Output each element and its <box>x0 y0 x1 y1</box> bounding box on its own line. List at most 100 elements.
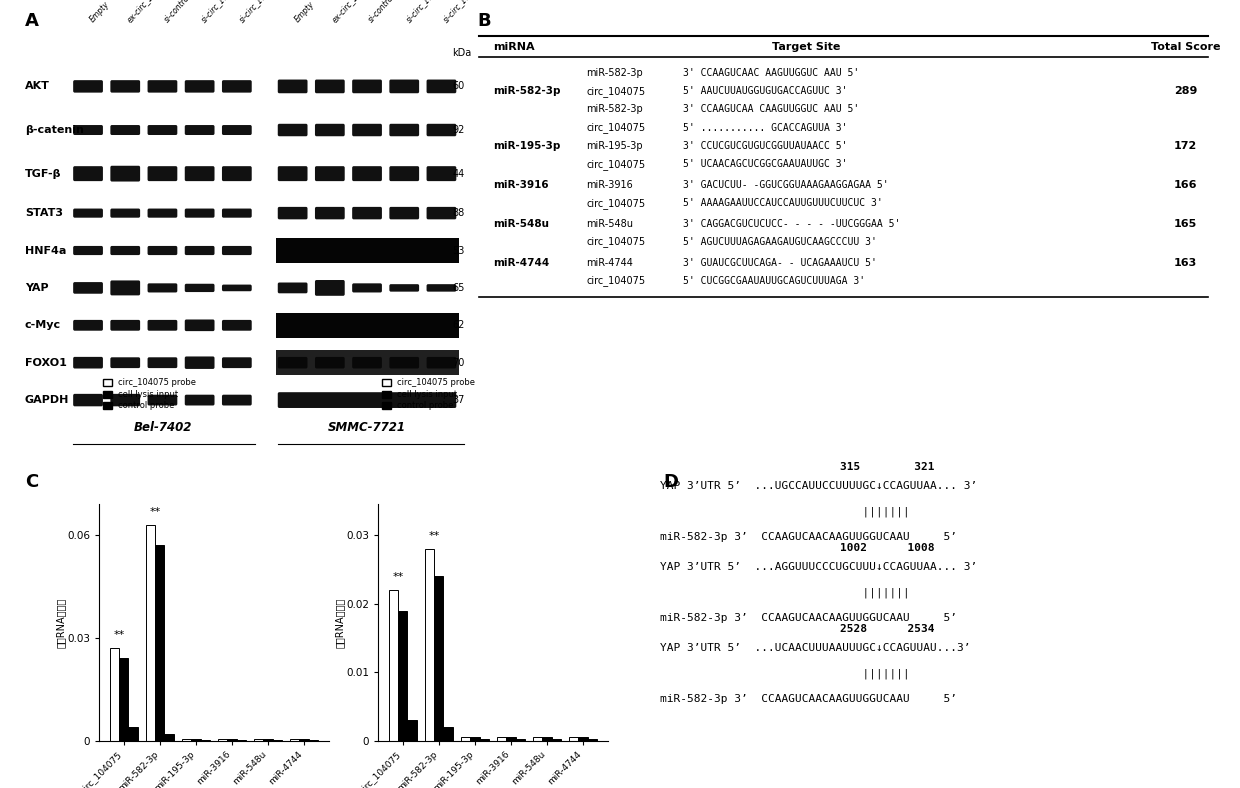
Text: miR-548u: miR-548u <box>494 219 549 229</box>
Text: 172: 172 <box>1174 141 1197 151</box>
FancyBboxPatch shape <box>148 209 177 217</box>
FancyBboxPatch shape <box>148 246 177 255</box>
FancyBboxPatch shape <box>185 209 215 217</box>
FancyBboxPatch shape <box>222 246 252 255</box>
Text: Total Score: Total Score <box>1151 42 1220 51</box>
Text: 163: 163 <box>1174 258 1197 268</box>
Text: miR-3916: miR-3916 <box>494 180 549 190</box>
FancyBboxPatch shape <box>222 395 252 406</box>
Text: si-circ_104075-2: si-circ_104075-2 <box>441 0 491 24</box>
Text: 5' UCAACAGCUCGGCGAAUAUUGC 3': 5' UCAACAGCUCGGCGAAUAUUGC 3' <box>683 159 848 169</box>
FancyBboxPatch shape <box>278 124 308 136</box>
FancyBboxPatch shape <box>148 125 177 135</box>
Text: miR-582-3p: miR-582-3p <box>587 105 644 114</box>
Bar <box>434 576 444 741</box>
Bar <box>155 545 165 741</box>
FancyBboxPatch shape <box>389 166 419 181</box>
Text: 3' CCUCGUCGUGUCGGUUAUAACC 5': 3' CCUCGUCGUGUCGGUUAUAACC 5' <box>683 141 848 151</box>
Bar <box>398 611 408 741</box>
Text: A: A <box>25 12 38 30</box>
Text: Target Site: Target Site <box>771 42 841 51</box>
Bar <box>254 739 263 741</box>
Bar <box>542 738 552 741</box>
Legend: circ_104075 probe, cell lysis input, control probe: circ_104075 probe, cell lysis input, con… <box>382 378 475 411</box>
Text: YAP 3’UTR 5’  ...AGGUUUCCCUGCUUU↓CCAGUUAA... 3’: YAP 3’UTR 5’ ...AGGUUUCCCUGCUUU↓CCAGUUAA… <box>660 562 977 572</box>
FancyBboxPatch shape <box>427 124 456 136</box>
FancyBboxPatch shape <box>389 357 419 369</box>
Text: miRNA: miRNA <box>494 42 536 51</box>
Bar <box>227 739 237 741</box>
Text: 3' CAGGACGUCUCUCC- - - - -UUCGGGAA 5': 3' CAGGACGUCUCUCC- - - - -UUCGGGAA 5' <box>683 219 900 229</box>
Text: miR-195-3p: miR-195-3p <box>587 141 644 151</box>
Text: D: D <box>663 473 678 491</box>
Text: circ_104075: circ_104075 <box>587 122 646 133</box>
FancyBboxPatch shape <box>352 284 382 292</box>
Text: miR-3916: miR-3916 <box>587 180 634 190</box>
FancyBboxPatch shape <box>352 80 382 93</box>
Text: c-Myc: c-Myc <box>25 320 61 330</box>
Text: 165: 165 <box>1174 219 1197 229</box>
FancyBboxPatch shape <box>110 80 140 93</box>
FancyBboxPatch shape <box>222 320 252 331</box>
Text: |||||||: ||||||| <box>660 668 910 678</box>
FancyBboxPatch shape <box>110 357 140 368</box>
FancyBboxPatch shape <box>222 357 252 368</box>
Text: 5' AAAAGAAUUCCAUCCAUUGUUUCUUCUC 3': 5' AAAAGAAUUCCAUCCAUUGUUUCUUCUC 3' <box>683 198 883 208</box>
FancyBboxPatch shape <box>110 209 140 217</box>
FancyBboxPatch shape <box>389 80 419 93</box>
Bar <box>506 738 516 741</box>
FancyBboxPatch shape <box>278 283 308 293</box>
Bar <box>578 738 588 741</box>
Text: miR-582-3p: miR-582-3p <box>587 68 644 78</box>
FancyBboxPatch shape <box>222 125 252 135</box>
Bar <box>309 740 319 741</box>
Bar <box>165 734 174 741</box>
Bar <box>533 738 542 741</box>
Text: miR-582-3p 3’  CCAAGUCAACAAGUUGGUCAAU     5’: miR-582-3p 3’ CCAAGUCAACAAGUUGGUCAAU 5’ <box>660 694 957 704</box>
FancyBboxPatch shape <box>148 395 177 406</box>
Text: 3' CCAAGUCAAC AAGUUGGUC AAU 5': 3' CCAAGUCAAC AAGUUGGUC AAU 5' <box>683 68 859 78</box>
Bar <box>497 738 506 741</box>
Text: circ_104075: circ_104075 <box>587 86 646 97</box>
Text: miR-195-3p: miR-195-3p <box>494 141 560 151</box>
FancyBboxPatch shape <box>352 357 382 369</box>
Y-axis label: 相对RNA表达量: 相对RNA表达量 <box>335 597 345 648</box>
Text: TGF-β: TGF-β <box>25 169 61 179</box>
Text: 166: 166 <box>1174 180 1197 190</box>
FancyBboxPatch shape <box>110 125 140 135</box>
Bar <box>470 738 480 741</box>
FancyBboxPatch shape <box>185 166 215 181</box>
Text: C: C <box>25 473 38 491</box>
Text: 92: 92 <box>453 125 465 135</box>
FancyBboxPatch shape <box>110 246 140 255</box>
Text: miR-4744: miR-4744 <box>494 258 549 268</box>
Text: 315        321: 315 321 <box>839 462 934 472</box>
Text: **: ** <box>392 572 404 582</box>
Text: STAT3: STAT3 <box>25 208 63 218</box>
Text: 5' CUCGGCGAAUAUUGCAGUCUUUAGA 3': 5' CUCGGCGAAUAUUGCAGUCUUUAGA 3' <box>683 276 866 286</box>
Text: ex-circ_104075: ex-circ_104075 <box>125 0 171 24</box>
Bar <box>425 549 434 741</box>
Text: 37: 37 <box>453 395 465 405</box>
Text: si-circ_104075-1: si-circ_104075-1 <box>200 0 249 24</box>
Text: 5' AAUCUUAUGGUGUGACCAGUUC 3': 5' AAUCUUAUGGUGUGACCAGUUC 3' <box>683 86 848 96</box>
FancyBboxPatch shape <box>275 313 459 338</box>
FancyBboxPatch shape <box>427 357 456 369</box>
FancyBboxPatch shape <box>148 80 177 93</box>
FancyBboxPatch shape <box>110 394 140 407</box>
Text: Empty: Empty <box>293 0 316 24</box>
Bar <box>480 738 489 741</box>
Text: **: ** <box>150 507 161 517</box>
Text: 289: 289 <box>1174 86 1197 96</box>
Bar <box>146 525 155 741</box>
FancyBboxPatch shape <box>278 166 308 181</box>
FancyBboxPatch shape <box>110 165 140 181</box>
Text: YAP 3’UTR 5’  ...UGCCAUUCCUUUUGC↓CCAGUUAA... 3’: YAP 3’UTR 5’ ...UGCCAUUCCUUUUGC↓CCAGUUAA… <box>660 481 977 491</box>
FancyBboxPatch shape <box>73 209 103 217</box>
FancyBboxPatch shape <box>73 166 103 181</box>
Text: **: ** <box>429 530 440 541</box>
Text: HNF4a: HNF4a <box>25 246 66 255</box>
Text: 5' ........... GCACCAGUUA 3': 5' ........... GCACCAGUUA 3' <box>683 123 848 132</box>
Bar <box>182 739 191 741</box>
Bar <box>191 739 201 741</box>
